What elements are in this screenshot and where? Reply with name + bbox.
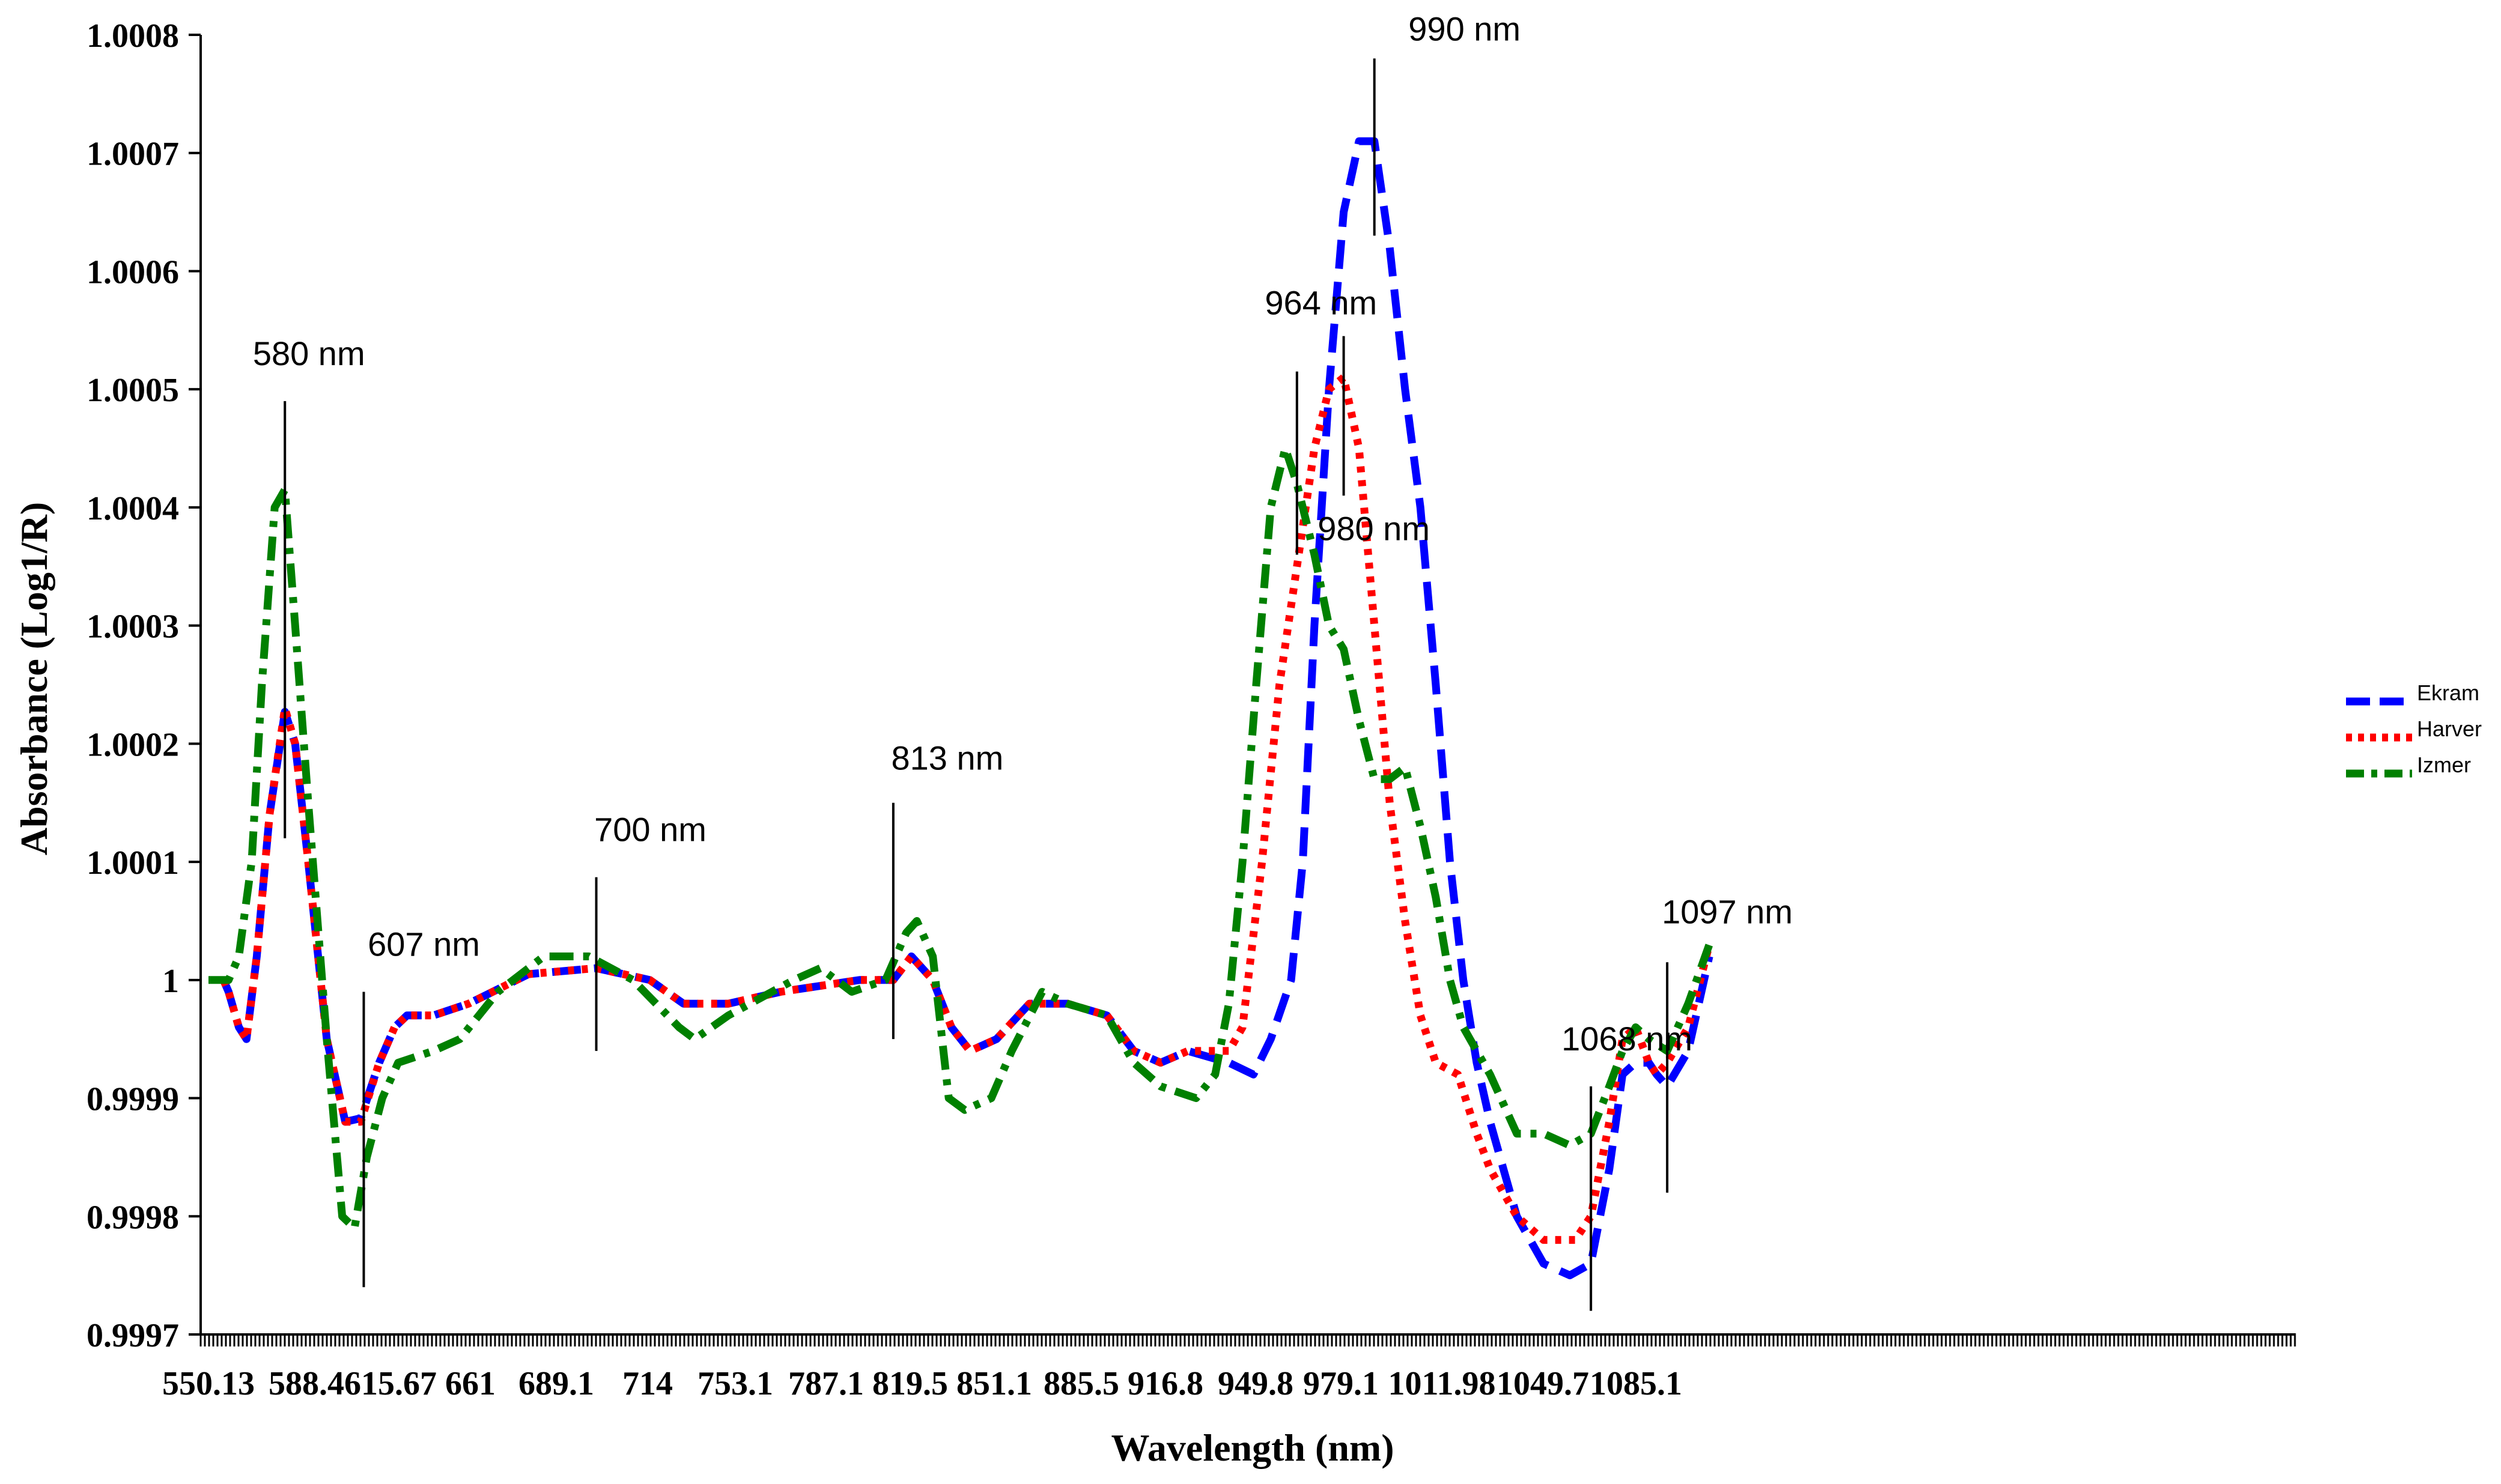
x-tick-label: 550.13 [162,1365,255,1402]
x-tick-label: 615.67 [344,1365,437,1402]
y-axis: 0.9997 0.9998 0.9999 1 1.0001 1.0002 1.0003 1.0… [87,17,202,1354]
x-tick-label: 787.1 [788,1365,864,1402]
annotation-label: 580 nm [253,335,365,372]
x-tick-label: 885.5 [1044,1365,1119,1402]
y-tick-label: 1.0003 [87,608,179,646]
y-tick-label: 1 [162,963,179,1000]
annotation-label: 607 nm [368,925,480,963]
legend-label-harver: Harver [2417,716,2482,741]
x-tick-label: 661 [445,1365,496,1402]
y-tick-label: 1.0008 [87,17,179,55]
x-tick-label: 753.1 [697,1365,773,1402]
annotation-label: 1068 nm [1561,1020,1692,1058]
y-tick-label: 1.0004 [87,490,179,527]
y-tick-label: 1.0002 [87,726,179,763]
annotation-label: 813 nm [892,739,1004,777]
legend-label-ekram: Ekram [2417,680,2479,705]
series-line-izmer [208,444,1713,1232]
x-axis-title: Wavelength (nm) [1111,1426,1394,1469]
y-tick-label: 1.0005 [87,372,179,409]
x-tick-label: 949.8 [1218,1365,1293,1402]
x-tick-label: 1011.98 [1388,1365,1496,1402]
y-tick-label: 1.0006 [87,253,179,291]
y-tick-label: 0.9997 [87,1317,179,1354]
x-tick-label: 714 [622,1365,673,1402]
legend-label-izmer: Izmer [2417,753,2471,777]
annotation-label: 700 nm [594,811,707,849]
y-tick-label: 1.0001 [87,844,179,882]
x-minor-ticks [199,1333,2296,1346]
x-tick-label: 588.4 [269,1365,344,1402]
y-tick-label: 1.0007 [87,136,179,173]
series-line-ekram [220,137,1713,1280]
y-tick-label: 0.9998 [87,1199,179,1236]
annotations: 580 nm 607 nm 700 nm 813 nm 964 nm 980 nm 990 … [253,10,1793,1311]
x-axis: 550.13 588.4 615.67 661 689.1 714 753.1 787.1 81… [162,1333,2296,1402]
annotation-label: 1097 nm [1662,892,1793,930]
legend: Ekram Harver Izmer [2346,680,2482,778]
series-lines [208,137,1713,1280]
y-axis-title: Absorbance (Log1/R) [13,502,55,855]
x-tick-label: 819.5 [872,1365,948,1402]
x-tick-label: 916.8 [1128,1365,1203,1402]
annotation-label: 980 nm [1317,510,1430,548]
annotation-label: 964 nm [1265,284,1377,322]
x-tick-label: 1085.1 [1590,1365,1682,1402]
x-tick-label: 979.1 [1303,1365,1379,1402]
x-tick-label: 851.1 [956,1365,1032,1402]
x-tick-label: 1049.7 [1497,1365,1589,1402]
y-tick-label: 0.9999 [87,1081,179,1118]
annotation-label: 990 nm [1408,10,1521,47]
x-tick-label: 689.1 [518,1365,594,1402]
